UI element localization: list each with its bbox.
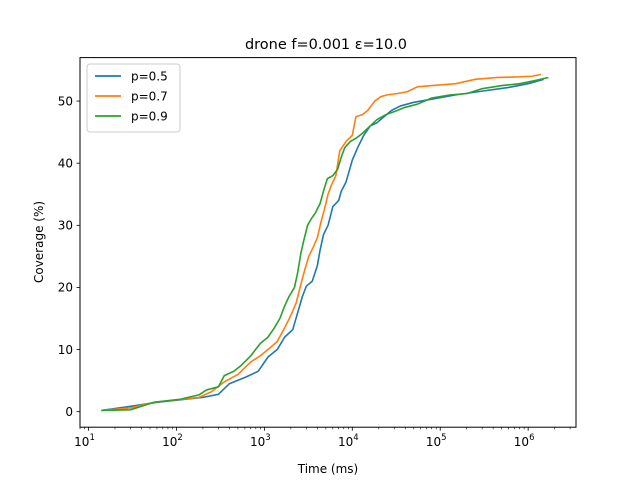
x-tick-label: 106	[514, 433, 535, 449]
x-tick-label: 104	[338, 433, 359, 449]
y-tick-label: 20	[58, 281, 73, 295]
x-tick-label: 105	[426, 433, 447, 449]
legend-label: p=0.9	[131, 109, 168, 123]
x-tick-label: 101	[74, 433, 95, 449]
y-axis: 0 10 20 30 40 50	[58, 94, 80, 419]
y-axis-label: Coverage (%)	[32, 201, 46, 283]
y-tick-label: 10	[58, 343, 73, 357]
legend-label: p=0.7	[131, 89, 168, 103]
legend-label: p=0.5	[131, 69, 168, 83]
series-line-p=0.5	[101, 78, 544, 412]
y-tick-label: 50	[58, 94, 73, 108]
x-axis: 101 102 103 104 105 106	[74, 427, 571, 449]
series-line-p=0.7	[101, 73, 542, 412]
series-layer	[101, 73, 549, 412]
x-axis-label: Time (ms)	[297, 462, 359, 476]
x-tick-label: 103	[250, 433, 271, 449]
series-line-p=0.9	[101, 76, 549, 412]
legend-box	[86, 63, 181, 133]
y-tick-label: 40	[58, 157, 73, 171]
y-tick-label: 30	[58, 219, 73, 233]
chart-title: drone f=0.001 ε=10.0	[245, 37, 407, 53]
y-tick-label: 0	[65, 405, 73, 419]
legend: p=0.5 p=0.7 p=0.9	[86, 63, 181, 133]
plot-frame	[79, 57, 577, 428]
x-tick-label: 102	[162, 433, 183, 449]
